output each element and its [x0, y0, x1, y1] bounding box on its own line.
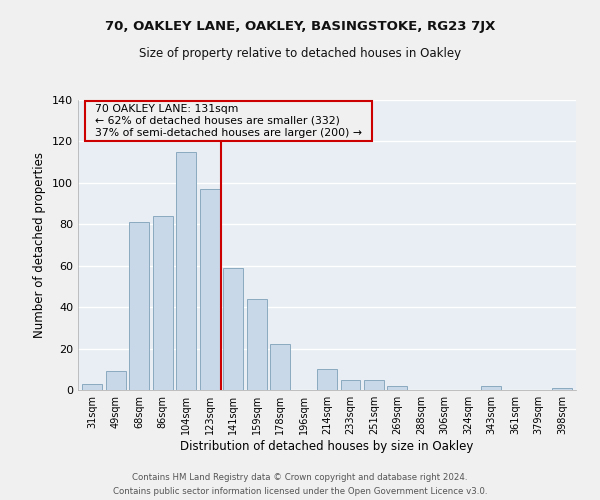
Bar	[270, 344, 290, 390]
Bar	[152, 216, 173, 390]
Bar	[200, 189, 220, 390]
Text: Size of property relative to detached houses in Oakley: Size of property relative to detached ho…	[139, 48, 461, 60]
Bar	[176, 152, 196, 390]
Bar	[129, 222, 149, 390]
Bar	[481, 386, 502, 390]
Text: Contains HM Land Registry data © Crown copyright and database right 2024.: Contains HM Land Registry data © Crown c…	[132, 473, 468, 482]
X-axis label: Distribution of detached houses by size in Oakley: Distribution of detached houses by size …	[181, 440, 473, 453]
Bar	[82, 384, 102, 390]
Bar	[341, 380, 361, 390]
Bar	[388, 386, 407, 390]
Text: Contains public sector information licensed under the Open Government Licence v3: Contains public sector information licen…	[113, 486, 487, 496]
Text: 70, OAKLEY LANE, OAKLEY, BASINGSTOKE, RG23 7JX: 70, OAKLEY LANE, OAKLEY, BASINGSTOKE, RG…	[105, 20, 495, 33]
Bar	[552, 388, 572, 390]
Text: 70 OAKLEY LANE: 131sqm  
  ← 62% of detached houses are smaller (332)  
  37% of: 70 OAKLEY LANE: 131sqm ← 62% of detached…	[88, 104, 369, 138]
Bar	[223, 268, 243, 390]
Y-axis label: Number of detached properties: Number of detached properties	[34, 152, 46, 338]
Bar	[106, 372, 125, 390]
Bar	[364, 380, 384, 390]
Bar	[247, 299, 266, 390]
Bar	[317, 370, 337, 390]
